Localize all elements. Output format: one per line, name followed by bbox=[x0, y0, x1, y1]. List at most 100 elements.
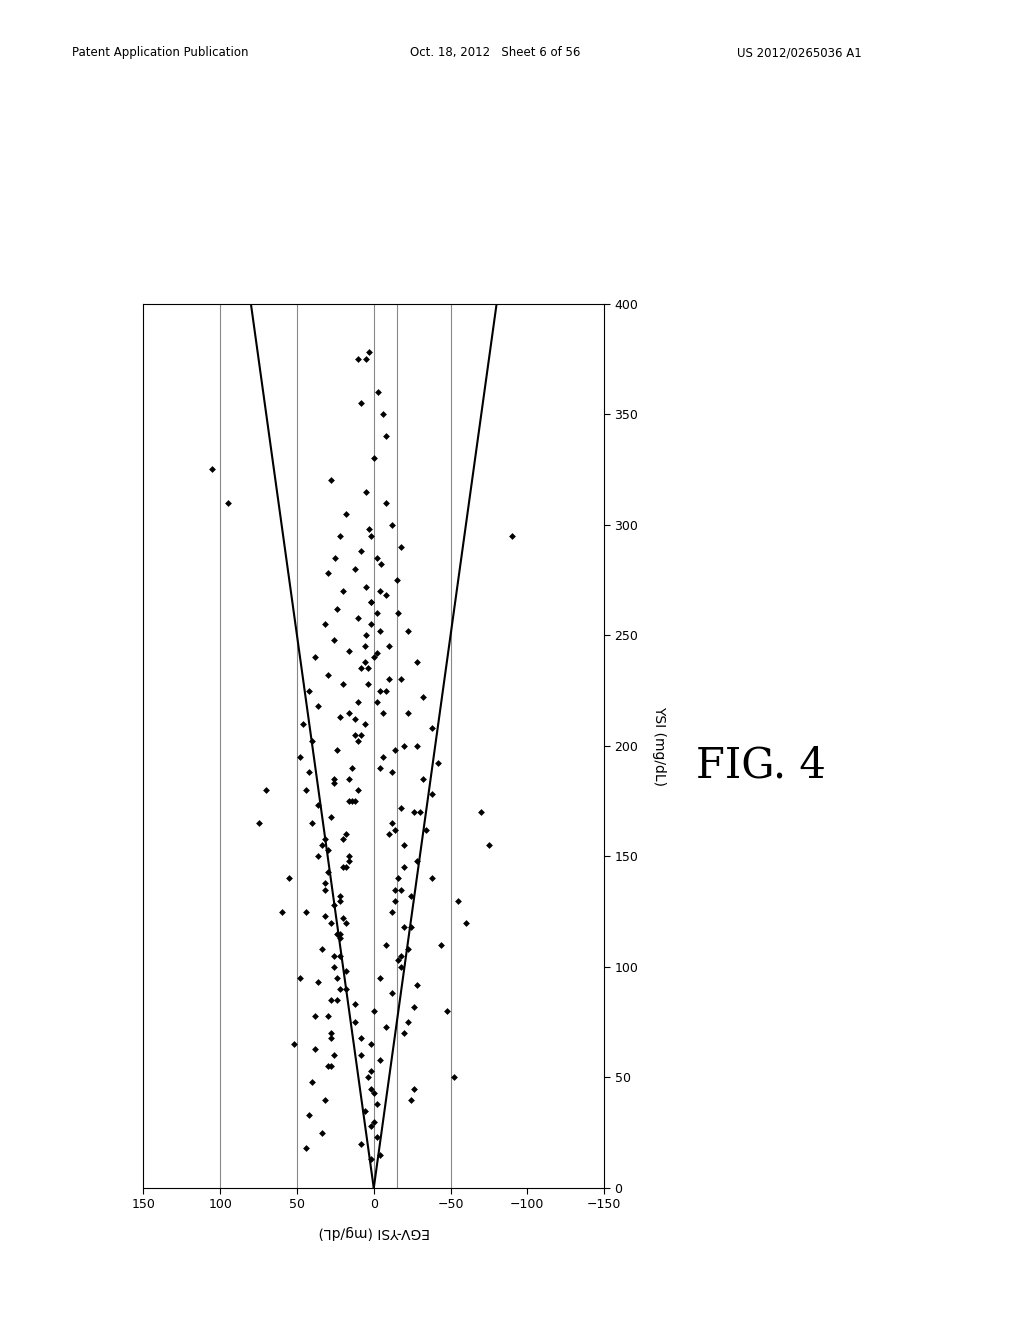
Point bbox=[301, 1105, 317, 1126]
Point bbox=[319, 861, 336, 882]
Point bbox=[332, 525, 348, 546]
Point bbox=[326, 772, 342, 793]
Point bbox=[409, 735, 425, 756]
Point bbox=[347, 709, 364, 730]
Point bbox=[295, 713, 311, 734]
Point bbox=[387, 739, 403, 760]
Point bbox=[390, 602, 407, 624]
Point bbox=[362, 591, 379, 612]
Point bbox=[412, 801, 428, 822]
Point bbox=[481, 834, 498, 855]
Text: Patent Application Publication: Patent Application Publication bbox=[72, 46, 248, 59]
Point bbox=[362, 1034, 379, 1055]
Point bbox=[362, 1078, 379, 1100]
Point bbox=[341, 846, 357, 867]
Point bbox=[390, 869, 407, 890]
Point bbox=[384, 983, 400, 1005]
Point bbox=[332, 928, 348, 949]
Point bbox=[390, 949, 407, 970]
Point bbox=[369, 602, 385, 624]
Point bbox=[372, 758, 388, 779]
Point bbox=[372, 1144, 388, 1166]
Point bbox=[335, 673, 351, 694]
Point bbox=[406, 997, 422, 1018]
Point bbox=[399, 620, 416, 642]
Point bbox=[326, 630, 342, 651]
Point bbox=[316, 879, 333, 900]
Point bbox=[332, 945, 348, 966]
Point bbox=[369, 643, 385, 664]
Point bbox=[350, 348, 367, 370]
Point bbox=[424, 869, 440, 890]
Point bbox=[396, 916, 413, 937]
Point bbox=[338, 503, 354, 524]
Point bbox=[326, 895, 342, 916]
Point bbox=[353, 1133, 370, 1154]
Point bbox=[378, 680, 394, 701]
Point bbox=[369, 1093, 385, 1114]
Point bbox=[335, 581, 351, 602]
Point bbox=[375, 746, 391, 767]
Point bbox=[347, 791, 364, 812]
Point bbox=[393, 536, 410, 557]
Point bbox=[304, 731, 321, 752]
Point bbox=[332, 890, 348, 911]
Point bbox=[393, 669, 410, 690]
Point bbox=[350, 692, 367, 713]
Point bbox=[378, 935, 394, 956]
Point bbox=[304, 813, 321, 834]
Point bbox=[359, 657, 376, 678]
Point bbox=[381, 636, 397, 657]
Point bbox=[220, 492, 237, 513]
Point bbox=[344, 791, 360, 812]
Point bbox=[415, 686, 431, 708]
Point bbox=[356, 636, 373, 657]
Point bbox=[335, 857, 351, 878]
Point bbox=[409, 850, 425, 871]
Point bbox=[316, 614, 333, 635]
Point bbox=[347, 994, 364, 1015]
Point bbox=[369, 548, 385, 569]
Point bbox=[319, 562, 336, 583]
Point bbox=[451, 890, 467, 911]
Point bbox=[393, 945, 410, 966]
Point bbox=[378, 1016, 394, 1038]
Point bbox=[205, 459, 221, 480]
Point bbox=[356, 651, 373, 672]
Point bbox=[387, 879, 403, 900]
Point bbox=[338, 824, 354, 845]
Point bbox=[313, 939, 330, 960]
Point bbox=[304, 1072, 321, 1093]
Point bbox=[350, 779, 367, 800]
Point bbox=[372, 1049, 388, 1071]
Point bbox=[341, 791, 357, 812]
Point bbox=[298, 779, 314, 800]
Point bbox=[393, 797, 410, 818]
Point bbox=[323, 470, 339, 491]
Point bbox=[406, 801, 422, 822]
Point bbox=[504, 525, 520, 546]
Point bbox=[396, 1023, 413, 1044]
Point bbox=[358, 480, 375, 502]
Point bbox=[323, 1023, 339, 1044]
Point bbox=[361, 519, 378, 540]
Point bbox=[362, 591, 379, 612]
Point bbox=[310, 795, 327, 816]
Point bbox=[326, 1045, 342, 1067]
Point bbox=[326, 945, 342, 966]
Point bbox=[286, 1034, 302, 1055]
Point bbox=[372, 680, 388, 701]
Point bbox=[362, 1060, 379, 1081]
Point bbox=[445, 1067, 462, 1088]
Point bbox=[362, 525, 379, 546]
Point bbox=[341, 768, 357, 789]
Point bbox=[298, 902, 314, 923]
Point bbox=[362, 1148, 379, 1170]
Point bbox=[353, 657, 370, 678]
Text: Oct. 18, 2012   Sheet 6 of 56: Oct. 18, 2012 Sheet 6 of 56 bbox=[410, 46, 580, 59]
Point bbox=[350, 731, 367, 752]
Point bbox=[258, 779, 274, 800]
Point bbox=[473, 801, 489, 822]
Point bbox=[301, 762, 317, 783]
Point bbox=[323, 1027, 339, 1048]
